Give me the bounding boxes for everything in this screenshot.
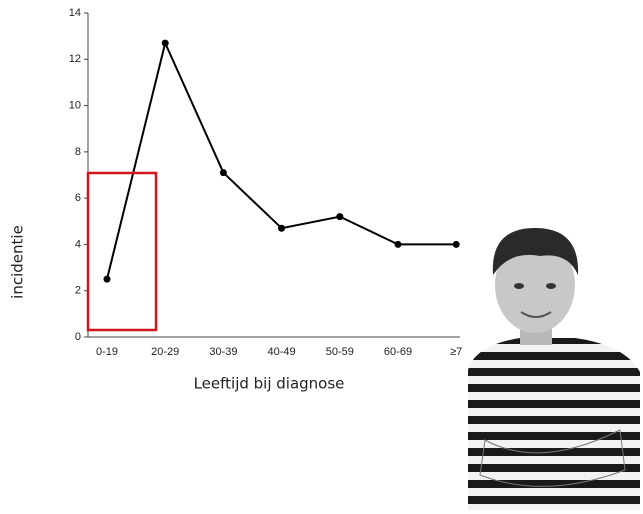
- y-tick-label: 12: [69, 53, 81, 65]
- highlight-box: [88, 173, 156, 330]
- data-point: [162, 40, 169, 47]
- x-tick-label: 0-19: [96, 346, 118, 358]
- y-axis-label: incidentie: [9, 225, 27, 299]
- plot-area: 0 2 4 6 8 10 12 14 0-19 20-29 30-39 40-49 50-59 60-69…: [69, 7, 463, 358]
- data-point: [278, 225, 285, 232]
- data-point: [104, 276, 111, 283]
- x-tick-label: 60-69: [384, 346, 412, 358]
- data-point: [220, 169, 227, 176]
- data-point: [395, 241, 402, 248]
- y-tick-label: 10: [69, 99, 81, 111]
- x-tick-label: 20-29: [151, 346, 179, 358]
- x-axis-label: Leeftijd bij diagnose: [194, 375, 345, 393]
- data-point: [453, 241, 460, 248]
- y-tick-label: 2: [75, 285, 81, 297]
- x-tick-label: 50-59: [326, 346, 354, 358]
- y-tick-label: 14: [69, 7, 81, 19]
- y-tick-label: 0: [75, 331, 81, 343]
- chart: incidentie Leeftijd bij diagnose 0 2 4 6 8 10…: [0, 0, 643, 514]
- y-tick-label: 6: [75, 192, 81, 204]
- x-tick-label: 30-39: [209, 346, 237, 358]
- data-point: [336, 213, 343, 220]
- eye: [546, 283, 556, 289]
- page: incidentie Leeftijd bij diagnose 0 2 4 6 8 10…: [0, 0, 643, 514]
- y-tick-label: 4: [75, 238, 81, 250]
- eye: [514, 283, 524, 289]
- boy-illustration: [468, 228, 640, 510]
- data-line: [107, 43, 456, 279]
- y-tick-label: 8: [75, 146, 81, 158]
- x-tick-label: ≥7: [450, 346, 462, 358]
- x-tick-label: 40-49: [268, 346, 296, 358]
